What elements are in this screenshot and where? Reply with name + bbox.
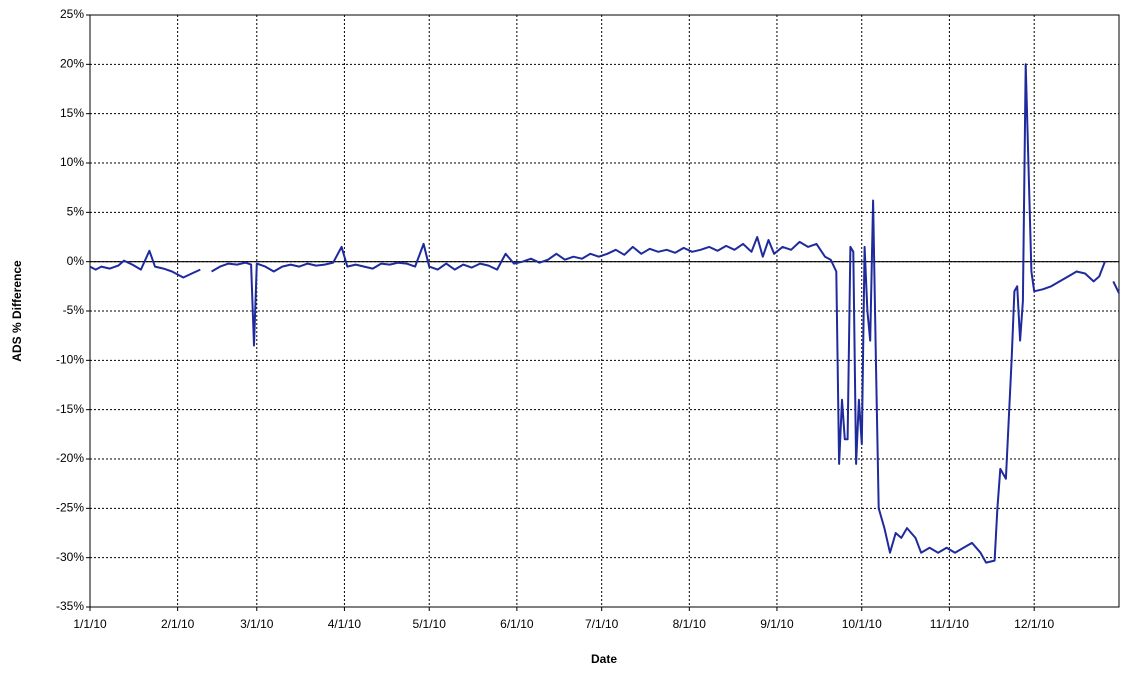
x-tick-label: 12/1/10 xyxy=(1014,617,1054,631)
plot-area xyxy=(89,14,1120,608)
x-tick-label: 6/1/10 xyxy=(500,617,534,631)
x-tick-label: 7/1/10 xyxy=(585,617,619,631)
y-tick-label: -20% xyxy=(56,451,84,465)
y-tick-label: -5% xyxy=(63,303,85,317)
y-tick-label: -30% xyxy=(56,550,84,564)
x-tick-label: 10/1/10 xyxy=(842,617,882,631)
y-tick-label: -10% xyxy=(56,353,84,367)
y-tick-label: 5% xyxy=(67,205,85,219)
x-tick-label: 3/1/10 xyxy=(240,617,274,631)
y-tick-label: 10% xyxy=(60,155,84,169)
y-tick-label: 0% xyxy=(67,254,85,268)
y-axis-title: ADS % Difference xyxy=(10,260,24,362)
x-tick-label: 5/1/10 xyxy=(413,617,447,631)
data-line xyxy=(89,63,1120,564)
x-tick-label: 9/1/10 xyxy=(760,617,794,631)
x-tick-label: 8/1/10 xyxy=(673,617,707,631)
x-tick-label: 11/1/10 xyxy=(930,617,969,631)
y-tick-label: -35% xyxy=(56,599,84,613)
y-tick-label: 15% xyxy=(60,106,84,120)
x-tick-label: 4/1/10 xyxy=(328,617,362,631)
y-tick-label: 20% xyxy=(60,57,84,71)
x-tick-label: 1/1/10 xyxy=(73,617,107,631)
x-tick-label: 2/1/10 xyxy=(161,617,195,631)
y-tick-label: 25% xyxy=(60,7,84,21)
y-tick-label: -25% xyxy=(56,501,84,515)
y-tick-label: -15% xyxy=(56,402,84,416)
x-axis-title: Date xyxy=(591,652,617,666)
